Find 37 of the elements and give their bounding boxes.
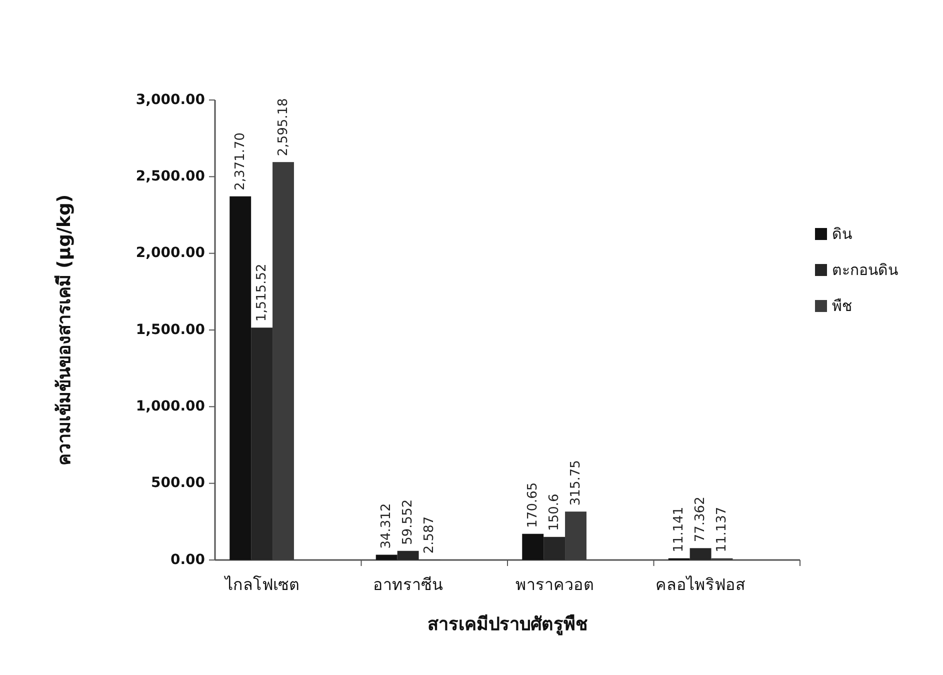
data-label: 34.312 xyxy=(379,503,394,549)
data-label: 315.75 xyxy=(568,460,584,506)
data-label: 11.141 xyxy=(672,506,687,552)
bar xyxy=(565,512,586,560)
legend-label: ดิน xyxy=(832,225,852,244)
data-label: 2.587 xyxy=(422,516,438,554)
data-label: 1,515.52 xyxy=(254,264,270,322)
legend-label: ตะกอนดิน xyxy=(832,261,898,280)
data-label: 2,595.18 xyxy=(276,98,291,156)
y-tick-label: 1,500.00 xyxy=(136,322,206,338)
data-label: 170.65 xyxy=(525,482,540,528)
y-tick-label: 3,000.00 xyxy=(136,92,206,108)
bar xyxy=(544,536,566,560)
y-tick-label: 1,000.00 xyxy=(136,398,206,414)
x-tick-label: อาทราซีน xyxy=(373,575,444,594)
y-tick-label: 2,000.00 xyxy=(136,245,206,262)
data-label: 77.362 xyxy=(693,496,708,542)
data-label: 59.552 xyxy=(400,499,416,545)
x-axis-title: สารเคมีปราบศัตรูพืช xyxy=(428,614,588,636)
x-tick-label: พาราควอต xyxy=(515,575,594,594)
y-axis-title: ความเข้มข้นของสารเคมี (µg/kg) xyxy=(54,194,75,466)
x-tick-label: คลอไพริฟอส xyxy=(656,575,746,594)
bar xyxy=(376,554,398,560)
data-label: 2,371.70 xyxy=(232,132,248,190)
bar xyxy=(690,548,712,560)
bar xyxy=(272,162,294,560)
bar xyxy=(397,550,419,560)
bar xyxy=(230,196,252,560)
x-tick-label: ไกลโฟเซต xyxy=(222,575,299,594)
y-tick-label: 2,500.00 xyxy=(136,168,206,184)
y-tick-label: 0.00 xyxy=(170,552,206,568)
data-label: 11.137 xyxy=(714,506,730,552)
legend-label: พืช xyxy=(832,297,852,316)
data-label: 150.6 xyxy=(546,494,562,531)
bar xyxy=(522,534,544,560)
y-tick-label: 500.00 xyxy=(150,475,206,492)
bar xyxy=(251,328,273,560)
